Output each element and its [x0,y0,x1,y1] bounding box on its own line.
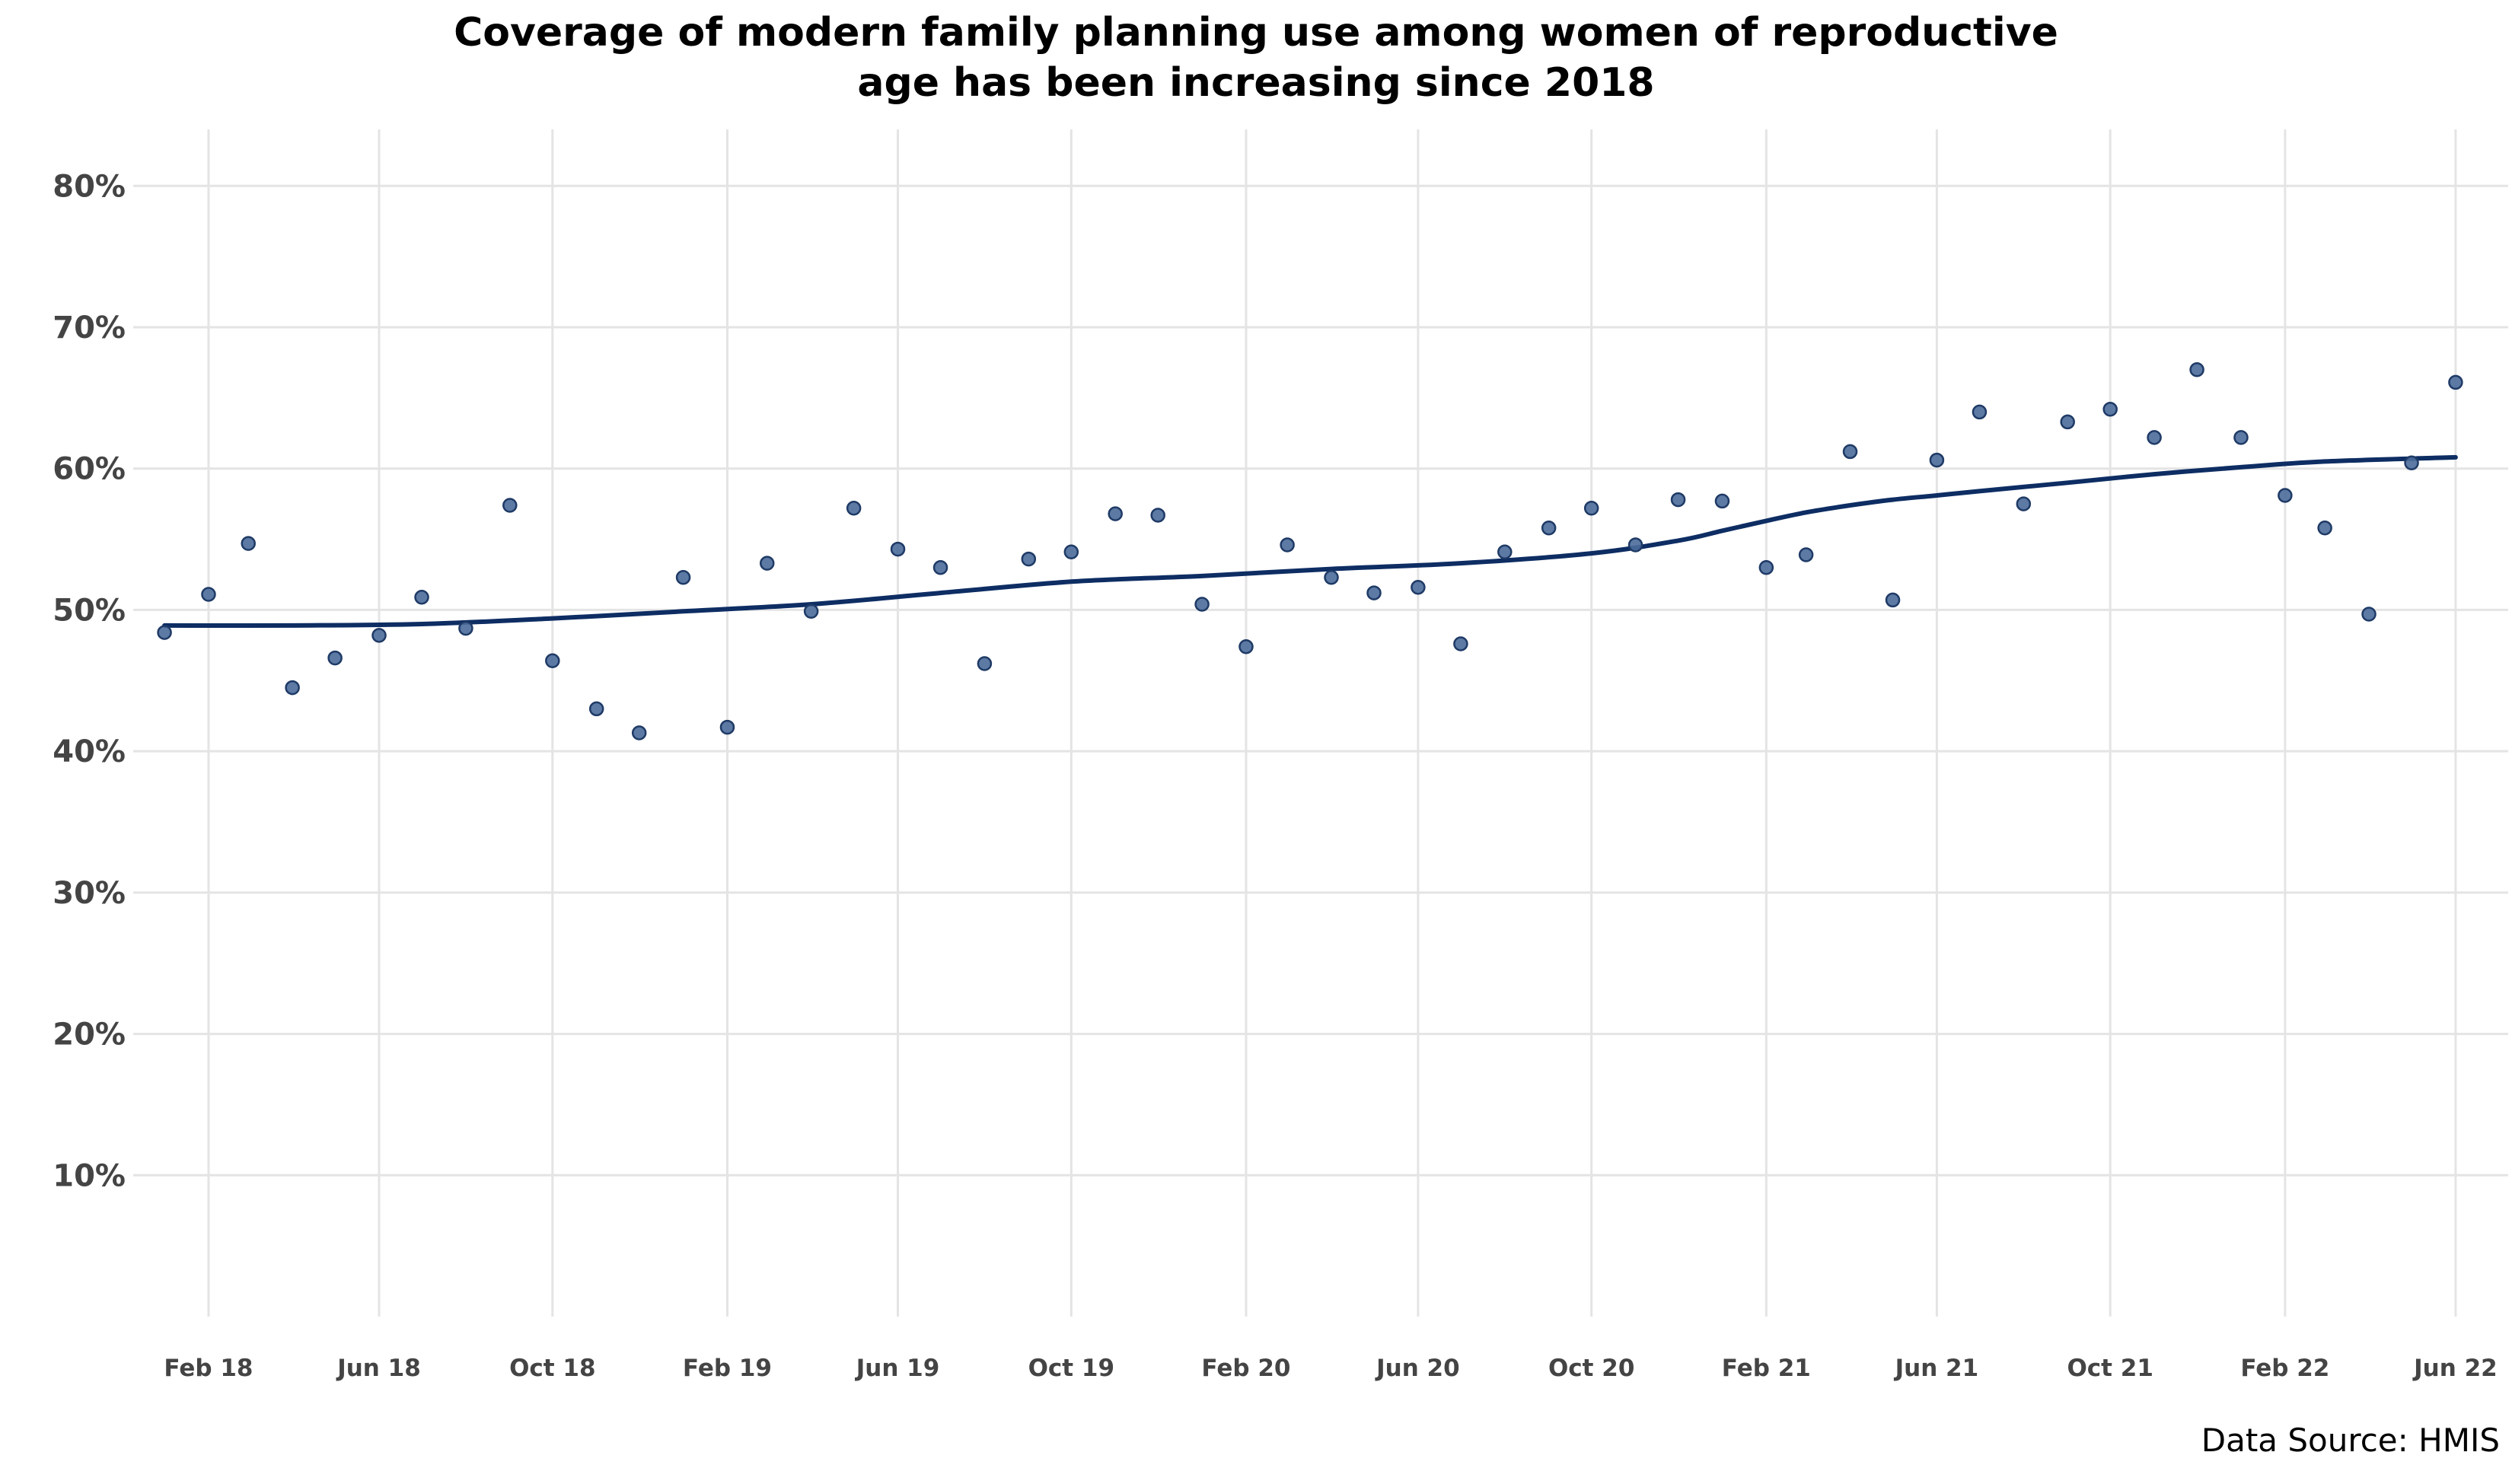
data-point [1972,404,1988,420]
data-point [2404,455,2419,471]
chart-title: Coverage of modern family planning use a… [0,8,2512,108]
data-point [1150,508,1165,523]
data-point [2060,414,2075,430]
data-point [1108,506,1123,521]
data-point [803,603,819,619]
data-point [1280,537,1295,553]
data-point [977,656,993,671]
y-tick-label: 10% [53,1158,126,1193]
data-point [201,587,216,602]
data-point [1583,500,1599,516]
data-point [1497,544,1513,560]
x-tick-label: Feb 18 [164,1355,253,1382]
grid-lines [133,129,2508,1317]
data-point [545,653,560,669]
x-tick-label: Feb 19 [683,1355,772,1382]
data-point [157,625,172,640]
trend-line-layer [162,454,2458,629]
data-point [1714,493,1730,509]
x-tick-label: Jun 20 [1375,1355,1460,1382]
data-point [1798,547,1814,562]
data-point [2448,374,2463,390]
x-tick-label: Oct 18 [509,1355,595,1382]
x-tick-label: Feb 22 [2240,1355,2329,1382]
data-point [371,628,387,643]
y-tick-label: 20% [53,1017,126,1052]
chart-title-line-2: age has been increasing since 2018 [857,60,1655,106]
y-tick-label: 80% [53,169,126,204]
data-point [1453,636,1468,651]
x-tick-label: Oct 21 [2067,1355,2153,1382]
data-point [846,500,862,516]
data-point [241,536,256,551]
data-point [1929,452,1945,468]
chart-title-line-1: Coverage of modern family planning use a… [454,10,2058,56]
y-tick-label: 70% [53,310,126,346]
data-point [2102,401,2118,417]
x-tick-label: Jun 22 [2412,1355,2498,1382]
data-point [2147,430,2162,445]
data-point [631,725,647,740]
data-point [1411,579,1426,595]
x-tick-label: Feb 20 [1201,1355,1290,1382]
y-tick-label: 40% [53,734,126,769]
data-point [285,680,300,696]
data-point [1324,569,1339,585]
data-point [1541,520,1557,536]
data-point [414,589,429,605]
data-point [719,719,735,735]
x-tick-label: Jun 18 [336,1355,421,1382]
data-point [1021,551,1037,567]
data-point [327,650,343,666]
data-point [932,559,948,575]
data-point [2317,520,2332,536]
data-point [502,498,518,513]
y-tick-label: 30% [53,876,126,911]
data-point [1194,597,1210,612]
trend-line [162,454,2458,629]
x-axis-ticks: Feb 18 Jun 18 Oct 18 Feb 19 Jun 19 Oct 19 Feb … [164,1355,2497,1382]
data-point [1842,444,1858,460]
data-point [759,556,775,571]
data-point [1758,559,1774,575]
data-point [1885,592,1901,608]
data-point [458,620,473,636]
data-point [1670,492,1686,508]
data-point [2189,361,2204,377]
x-tick-label: Jun 19 [855,1355,940,1382]
y-tick-label: 50% [53,593,126,628]
data-points [157,361,2463,740]
data-point [2233,430,2249,445]
data-point [2278,488,2293,503]
data-point [2361,607,2377,622]
data-source-note: Data Source: HMIS [2201,1422,2500,1459]
x-tick-label: Oct 19 [1028,1355,1114,1382]
y-axis-ticks: 10% 20% 30% 40% 50% 60% 70% 80% [53,169,126,1193]
data-point [588,701,604,717]
data-point [2016,496,2032,511]
x-tick-label: Oct 20 [1548,1355,1634,1382]
y-tick-label: 60% [53,452,126,487]
data-point [890,541,906,557]
x-tick-label: Jun 21 [1894,1355,1979,1382]
x-tick-label: Feb 21 [1722,1355,1811,1382]
data-point [1063,544,1079,560]
data-point [675,569,691,585]
data-point [1627,537,1643,553]
data-point [1366,585,1382,600]
data-point [1238,639,1254,654]
